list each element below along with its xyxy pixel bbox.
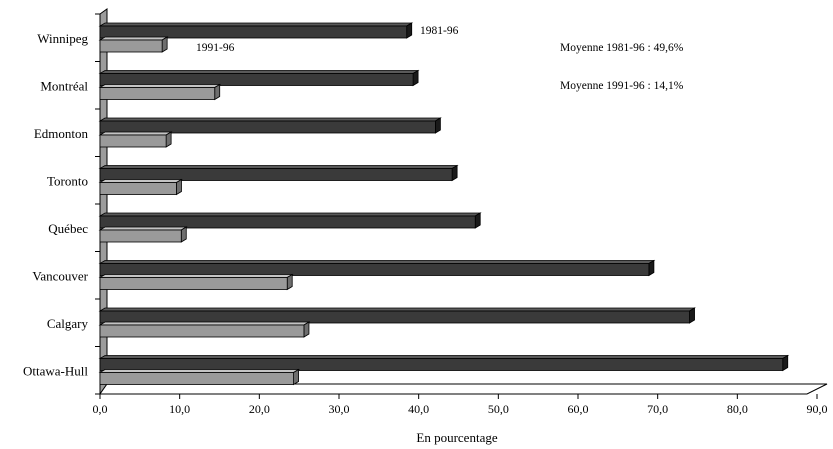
category-label-Ottawa-Hull: Ottawa-Hull	[23, 363, 88, 378]
bars-group	[98, 22, 790, 386]
bar-1981-Ottawa-Hull	[98, 354, 790, 372]
category-label-Calgary: Calgary	[47, 316, 89, 331]
category-label-Edmonton: Edmonton	[34, 126, 89, 141]
series-label-1991: 1991-96	[196, 42, 235, 54]
bar-1981-Calgary	[98, 307, 696, 324]
x-axis-label: En pourcentage	[416, 430, 497, 445]
x-tick-label-80,0: 80,0	[727, 402, 748, 416]
bar-1981-Winnipeg	[98, 22, 414, 39]
bar-1981-Québec	[98, 212, 482, 229]
x-tick-label-60,0: 60,0	[568, 402, 589, 416]
category-label-Québec: Québec	[48, 221, 88, 236]
bar-1991-Calgary	[98, 321, 311, 338]
x-tick-label-70,0: 70,0	[647, 402, 668, 416]
x-tick-label-20,0: 20,0	[249, 402, 270, 416]
bar-1991-Montréal	[98, 83, 222, 101]
category-labels: Winnipeg Montréal Edmonton Toronto Québec Van…	[23, 31, 89, 379]
x-tick-label-10,0: 10,0	[169, 402, 190, 416]
x-tick-label-90,0: 90,0	[807, 402, 828, 416]
bar-1991-Toronto	[98, 178, 183, 196]
floor	[99, 383, 828, 395]
category-label-Montréal: Montréal	[40, 78, 88, 93]
bar-1981-Vancouver	[98, 259, 656, 277]
bar-1981-Toronto	[98, 164, 459, 182]
x-tick-label-40,0: 40,0	[408, 402, 429, 416]
bar-1991-Winnipeg	[98, 36, 169, 53]
bar-1981-Montréal	[98, 69, 420, 87]
x-tick-label-30,0: 30,0	[329, 402, 350, 416]
bar-1981-Edmonton	[98, 117, 442, 134]
x-tick-label-0,0: 0,0	[93, 402, 108, 416]
x-tick-label-50,0: 50,0	[488, 402, 509, 416]
bar-1991-Québec	[98, 226, 188, 243]
bar-1991-Ottawa-Hull	[98, 368, 301, 386]
category-label-Winnipeg: Winnipeg	[37, 31, 88, 46]
category-label-Toronto: Toronto	[47, 173, 88, 188]
annotation-mean-1981: Moyenne 1981-96 : 49,6%	[560, 42, 684, 54]
category-label-Vancouver: Vancouver	[32, 268, 88, 283]
bar-1991-Edmonton	[98, 131, 173, 148]
series-label-1981: 1981-96	[420, 25, 459, 37]
x-axis-ticks: 0,0 10,0 20,0 30,0 40,0 50,0 60,0 70,0 80,0 90,0	[93, 394, 828, 416]
bar-1991-Vancouver	[98, 273, 294, 291]
annotation-mean-1991: Moyenne 1991-96 : 14,1%	[560, 80, 684, 92]
